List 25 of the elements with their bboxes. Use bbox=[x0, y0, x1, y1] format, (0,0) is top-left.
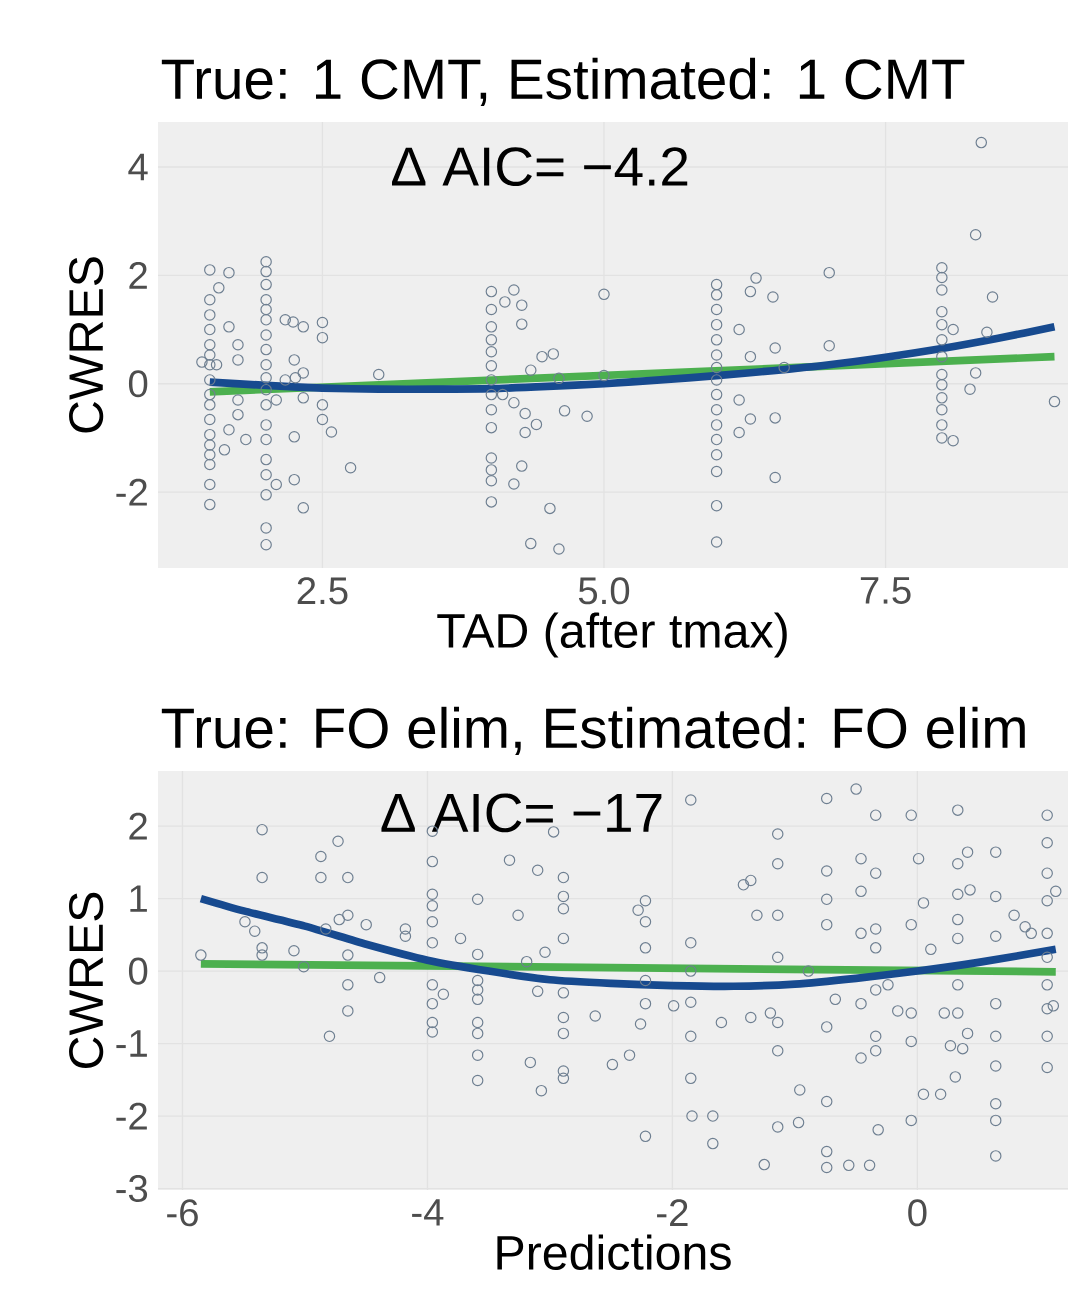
x-tick-label: 7.5 bbox=[860, 577, 911, 604]
x-tick-label: 0 bbox=[908, 1199, 927, 1227]
x-axis-title: TAD (after tmax) bbox=[437, 612, 787, 658]
annotation: Δ AIC= −17 bbox=[381, 793, 662, 833]
y-tick-label: -2 bbox=[116, 1102, 147, 1130]
y-tick-label: -3 bbox=[116, 1174, 148, 1203]
y-tick-label: 0 bbox=[128, 370, 148, 398]
annotation: Δ AIC= −4.2 bbox=[392, 147, 688, 187]
x-tick-label: -4 bbox=[412, 1199, 444, 1226]
y-tick-label: 2 bbox=[129, 261, 147, 289]
x-tick-label: -6 bbox=[167, 1199, 198, 1227]
x-tick-label: 2.5 bbox=[297, 577, 348, 605]
y-tick-label: 2 bbox=[129, 812, 147, 840]
y-axis-title: CWRES bbox=[69, 892, 104, 1068]
x-axis-title: Predictions bbox=[497, 1234, 731, 1270]
x-tick-label: -2 bbox=[657, 1199, 688, 1226]
chart-title: True: FO elim, Estimated: FO elim bbox=[161, 706, 1025, 756]
y-tick-label: -2 bbox=[116, 478, 147, 506]
y-tick-label: -1 bbox=[116, 1030, 147, 1057]
y-tick-label: 0 bbox=[128, 957, 148, 985]
x-tick-label: 5.0 bbox=[578, 577, 630, 605]
y-tick-label: 1 bbox=[130, 885, 147, 912]
chart-title: True: 1 CMT, Estimated: 1 CMT bbox=[161, 57, 965, 107]
y-tick-label: 4 bbox=[128, 153, 148, 181]
y-axis-title: CWRES bbox=[69, 257, 104, 433]
